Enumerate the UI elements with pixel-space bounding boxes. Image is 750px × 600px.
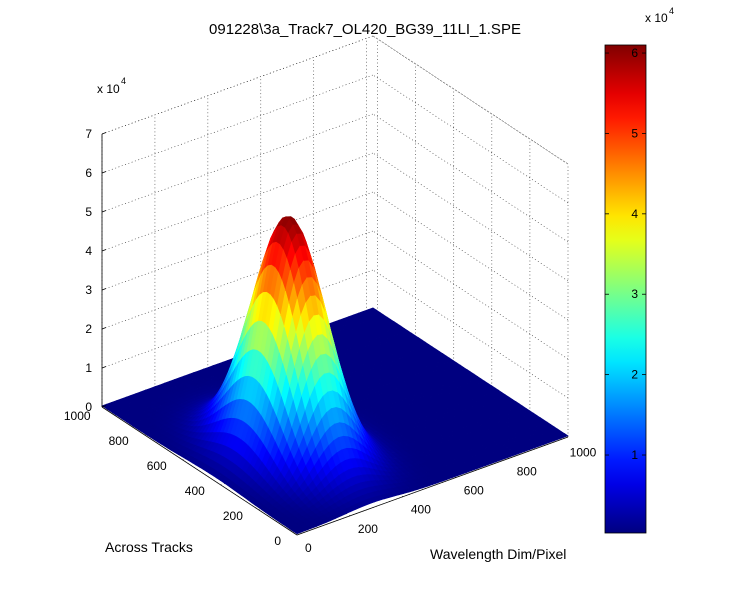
y-axis-line bbox=[101, 406, 298, 536]
z-tick-mark bbox=[101, 288, 107, 291]
x-axis-label: Wavelength Dim/Pixel bbox=[430, 546, 566, 562]
z-tick-label: 0 bbox=[85, 400, 92, 414]
z-exponent-power: 4 bbox=[121, 76, 126, 86]
x-tick-label: 600 bbox=[464, 484, 484, 498]
box-edge bbox=[101, 35, 374, 135]
z-tick-label: 2 bbox=[85, 322, 92, 336]
z-tick-label: 3 bbox=[85, 283, 92, 297]
side-wall-grid-z bbox=[372, 269, 569, 399]
z-tick-label: 1 bbox=[85, 361, 92, 375]
y-tick-label: 200 bbox=[223, 509, 243, 523]
x-tick-label: 200 bbox=[358, 522, 378, 536]
side-wall-grid-z bbox=[372, 152, 569, 282]
back-wall-grid-z bbox=[101, 74, 374, 174]
colorbar-gradient bbox=[604, 44, 647, 534]
x-tick-label: 800 bbox=[517, 464, 537, 478]
z-tick-mark bbox=[101, 132, 107, 135]
y-axis-label: Across Tracks bbox=[105, 539, 193, 555]
y-tick-label: 800 bbox=[109, 434, 129, 448]
z-tick-label: 4 bbox=[85, 244, 92, 258]
side-wall-grid-z bbox=[372, 230, 569, 360]
side-wall-grid-z bbox=[372, 74, 569, 204]
x-tick-label: 0 bbox=[305, 541, 312, 555]
z-tick-mark bbox=[101, 249, 107, 252]
z-tick-label: 6 bbox=[85, 166, 92, 180]
side-wall-grid-z bbox=[372, 113, 569, 243]
colorbar-ticks: 1 2 3 4 5 6 bbox=[605, 46, 646, 462]
grid-front bbox=[101, 134, 569, 536]
y-tick-label: 0 bbox=[274, 534, 281, 548]
y-tick-label: 400 bbox=[185, 484, 205, 498]
plot-axes-3d: 0123456702004006008001000020040060080010… bbox=[64, 35, 597, 555]
side-wall-grid-z bbox=[372, 191, 569, 321]
surface-plot bbox=[101, 216, 569, 535]
colorbar-tick-label: 6 bbox=[631, 46, 638, 60]
y-tick-label: 1000 bbox=[64, 409, 91, 423]
z-tick-mark bbox=[101, 327, 107, 330]
back-wall-grid-z bbox=[101, 230, 374, 330]
colorbar-exponent-base: x 10 bbox=[645, 11, 668, 25]
z-tick-mark bbox=[101, 210, 107, 213]
z-tick-label: 5 bbox=[85, 205, 92, 219]
back-wall-grid-z bbox=[101, 113, 374, 213]
colorbar-tick-label: 3 bbox=[631, 287, 638, 301]
chart-title: 091228\3a_Track7_OL420_BG39_11LI_1.SPE bbox=[209, 21, 521, 38]
x-tick-label: 1000 bbox=[570, 445, 597, 459]
z-exponent: x 10 4 bbox=[97, 76, 126, 96]
x-tick-label: 400 bbox=[411, 503, 431, 517]
colorbar-tick-label: 4 bbox=[631, 207, 638, 221]
colorbar-tick-label: 1 bbox=[631, 448, 638, 462]
z-tick-mark bbox=[101, 405, 107, 408]
z-tick-label: 7 bbox=[85, 127, 92, 141]
colorbar-exponent-power: 4 bbox=[669, 6, 674, 16]
side-wall-grid-z bbox=[372, 35, 569, 165]
z-tick-mark bbox=[101, 366, 107, 369]
box-edge bbox=[372, 35, 569, 165]
back-wall-grid-z bbox=[101, 269, 374, 369]
back-wall-grid-z bbox=[101, 152, 374, 252]
surface-patch bbox=[292, 529, 303, 535]
colorbar-tick-label: 2 bbox=[631, 368, 638, 382]
y-tick-label: 600 bbox=[147, 459, 167, 473]
back-wall-grid-z bbox=[101, 191, 374, 291]
z-exponent-base: x 10 bbox=[97, 82, 120, 96]
x-axis-line bbox=[296, 436, 569, 536]
tick-labels: 0123456702004006008001000020040060080010… bbox=[64, 127, 597, 555]
colorbar: 1 2 3 4 5 6 x 10 4 bbox=[604, 6, 674, 534]
z-tick-mark bbox=[101, 171, 107, 174]
colorbar-tick-label: 5 bbox=[631, 126, 638, 140]
